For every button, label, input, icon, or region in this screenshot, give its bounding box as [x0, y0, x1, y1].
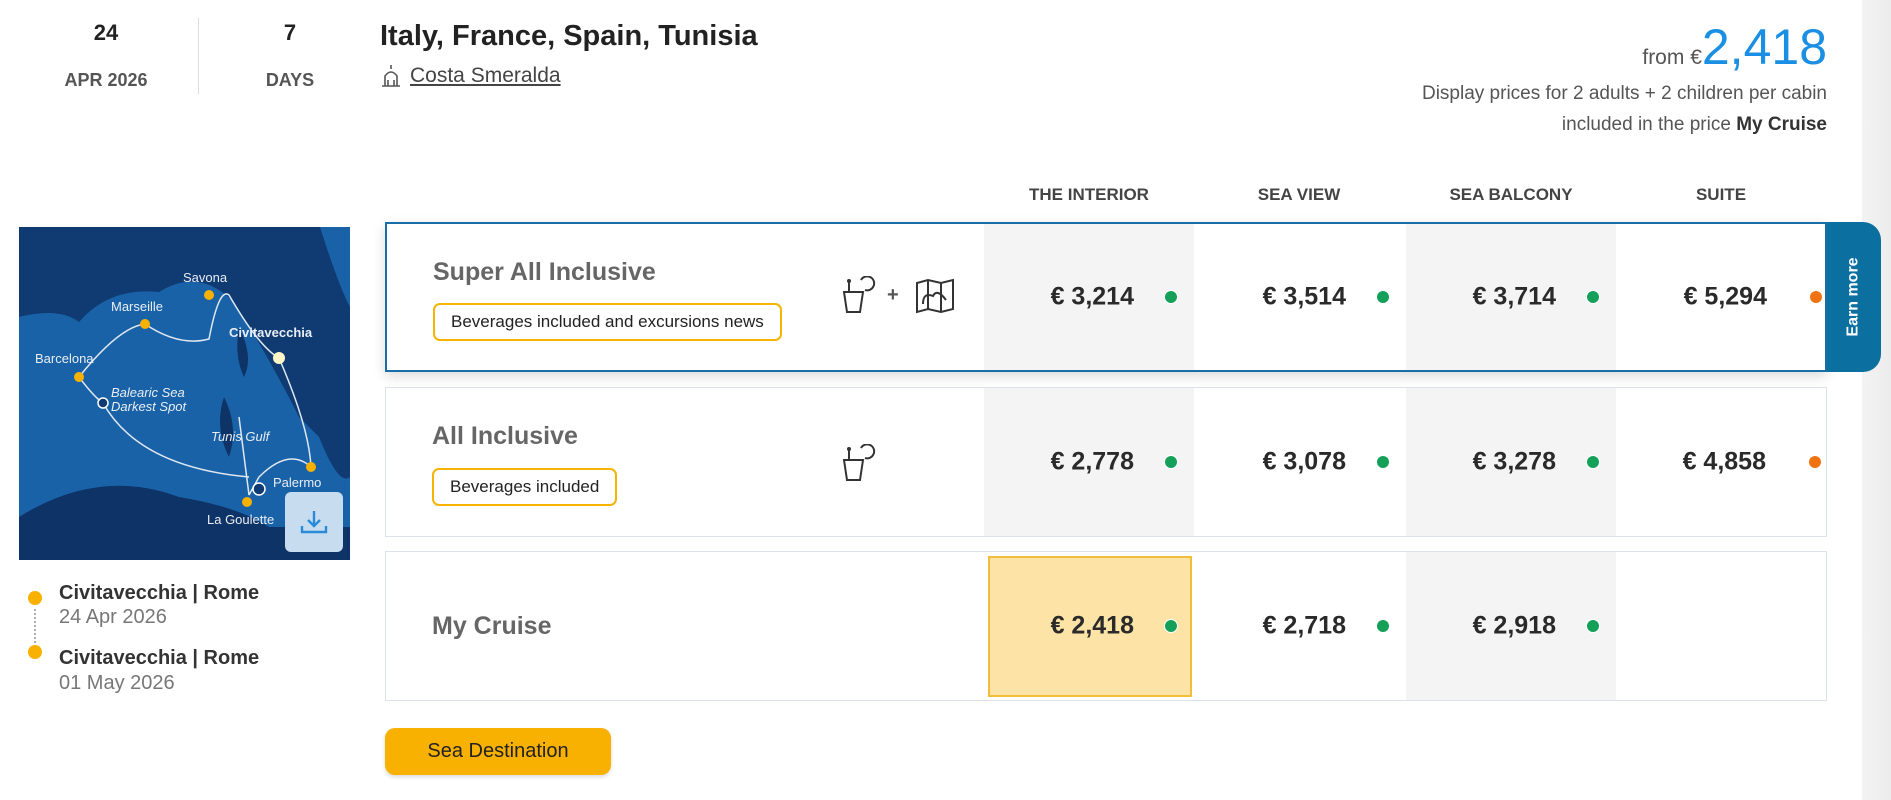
- availability-dot-icon: [1808, 455, 1822, 469]
- port-dot-icon: [28, 591, 42, 605]
- ship-name: Costa Smeralda: [410, 64, 561, 87]
- price-cell[interactable]: € 3,278: [1406, 388, 1616, 536]
- price-summary: from €2,418 Display prices for 2 adults …: [1407, 20, 1827, 140]
- price-cell[interactable]: € 2,918: [1406, 552, 1616, 700]
- price: € 4,858: [1682, 447, 1766, 476]
- selected-price-highlight: [988, 556, 1192, 697]
- availability-dot-icon: [1164, 455, 1178, 469]
- fare-row-my-cruise[interactable]: My Cruise € 2,418 € 2,718 € 2,918: [385, 551, 1827, 701]
- column-header-sea-balcony: SEA BALCONY: [1449, 185, 1573, 204]
- price: € 5,294: [1683, 282, 1767, 311]
- ship-link[interactable]: Costa Smeralda: [380, 64, 561, 88]
- map-label: Darkest Spot: [111, 399, 188, 414]
- from-price: 2,418: [1701, 19, 1827, 75]
- price: € 3,714: [1472, 282, 1556, 311]
- price-cell[interactable]: € 5,294: [1616, 224, 1827, 370]
- fare-badge: Beverages included: [432, 468, 618, 506]
- availability-dot-icon: [1586, 455, 1600, 469]
- price-cell-selected[interactable]: € 2,418: [984, 552, 1194, 700]
- duration-value: 7: [283, 20, 297, 45]
- column-header-interior: THE INTERIOR: [1029, 185, 1149, 204]
- price-cell[interactable]: € 2,778: [984, 388, 1194, 536]
- price: € 2,778: [1050, 447, 1134, 476]
- map-download-button[interactable]: [285, 492, 343, 552]
- availability-dot-icon: [1586, 619, 1600, 633]
- column-header-sea-view: SEA VIEW: [1257, 185, 1341, 204]
- price: € 2,418: [1050, 611, 1134, 640]
- download-icon: [300, 511, 328, 534]
- availability-dot-icon: [1164, 619, 1178, 633]
- earn-more-tab[interactable]: Earn more: [1827, 222, 1881, 372]
- map-label: Barcelona: [35, 351, 94, 366]
- price: € 3,278: [1472, 447, 1556, 476]
- departure-month: APR 2026: [64, 70, 148, 90]
- column-header-suite: SUITE: [1695, 185, 1747, 204]
- price-cell[interactable]: € 2,718: [1194, 552, 1406, 700]
- earn-more-label: Earn more: [1845, 257, 1863, 337]
- price-cell[interactable]: € 3,514: [1194, 224, 1406, 370]
- fare-badge: Beverages included and excursions news: [433, 303, 782, 341]
- drink-icon: [842, 276, 876, 313]
- fare-name: All Inclusive: [432, 422, 578, 450]
- departure-date: 24 Apr 2026: [59, 606, 167, 628]
- price: € 2,918: [1472, 611, 1556, 640]
- drink-icon: [842, 444, 876, 481]
- availability-dot-icon: [1586, 290, 1600, 304]
- sea-destination-button[interactable]: Sea Destination: [385, 728, 611, 775]
- availability-dot-icon: [1376, 619, 1390, 633]
- fare-row-super-all-inclusive[interactable]: Super All Inclusive Beverages included a…: [385, 222, 1827, 372]
- price: € 3,214: [1050, 282, 1134, 311]
- availability-dot-icon: [1809, 290, 1823, 304]
- departure-port: Civitavecchia | Rome: [59, 582, 260, 604]
- availability-dot-icon: [1164, 290, 1178, 304]
- map-label: Marseille: [111, 299, 163, 314]
- page-edge-shadow: [1862, 0, 1891, 800]
- arrival-date: 01 May 2026: [59, 672, 175, 694]
- price-cell[interactable]: € 3,714: [1406, 224, 1616, 370]
- plus-sign: +: [887, 284, 899, 306]
- duration-unit: DAYS: [265, 70, 315, 90]
- availability-dot-icon: [1376, 455, 1390, 469]
- cruise-title: Italy, France, Spain, Tunisia: [380, 20, 758, 52]
- map-label: Civitavecchia: [229, 325, 313, 340]
- map-label: La Goulette: [207, 512, 274, 527]
- map-label: Palermo: [273, 475, 321, 490]
- port-dot-icon: [28, 645, 42, 659]
- price-note-bold: My Cruise: [1736, 114, 1827, 135]
- map-label: Savona: [183, 270, 228, 285]
- fare-name: My Cruise: [432, 612, 552, 640]
- price: € 3,514: [1262, 282, 1346, 311]
- fare-row-all-inclusive[interactable]: All Inclusive Beverages included € 2,778…: [385, 387, 1827, 537]
- map-label: Balearic Sea: [111, 385, 185, 400]
- route-map[interactable]: Savona Marseille Civitavecchia Barcelona…: [19, 227, 350, 560]
- map-icon: [916, 278, 954, 314]
- fare-name: Super All Inclusive: [433, 258, 656, 286]
- price-note: Display prices for 2 adults + 2 children…: [1421, 83, 1827, 135]
- price-cell[interactable]: € 4,858: [1616, 388, 1826, 536]
- from-label: from €: [1642, 46, 1702, 69]
- departure-day: 24: [93, 20, 119, 45]
- price: € 2,718: [1262, 611, 1346, 640]
- ship-icon: [382, 65, 400, 87]
- itinerary-line: [34, 609, 36, 643]
- map-label: Tunis Gulf: [211, 429, 271, 444]
- availability-dot-icon: [1376, 290, 1390, 304]
- divider: [198, 18, 199, 94]
- arrival-port: Civitavecchia | Rome: [59, 647, 260, 669]
- price-cell[interactable]: € 3,214: [984, 224, 1194, 370]
- price: € 3,078: [1262, 447, 1346, 476]
- price-cell[interactable]: € 3,078: [1194, 388, 1406, 536]
